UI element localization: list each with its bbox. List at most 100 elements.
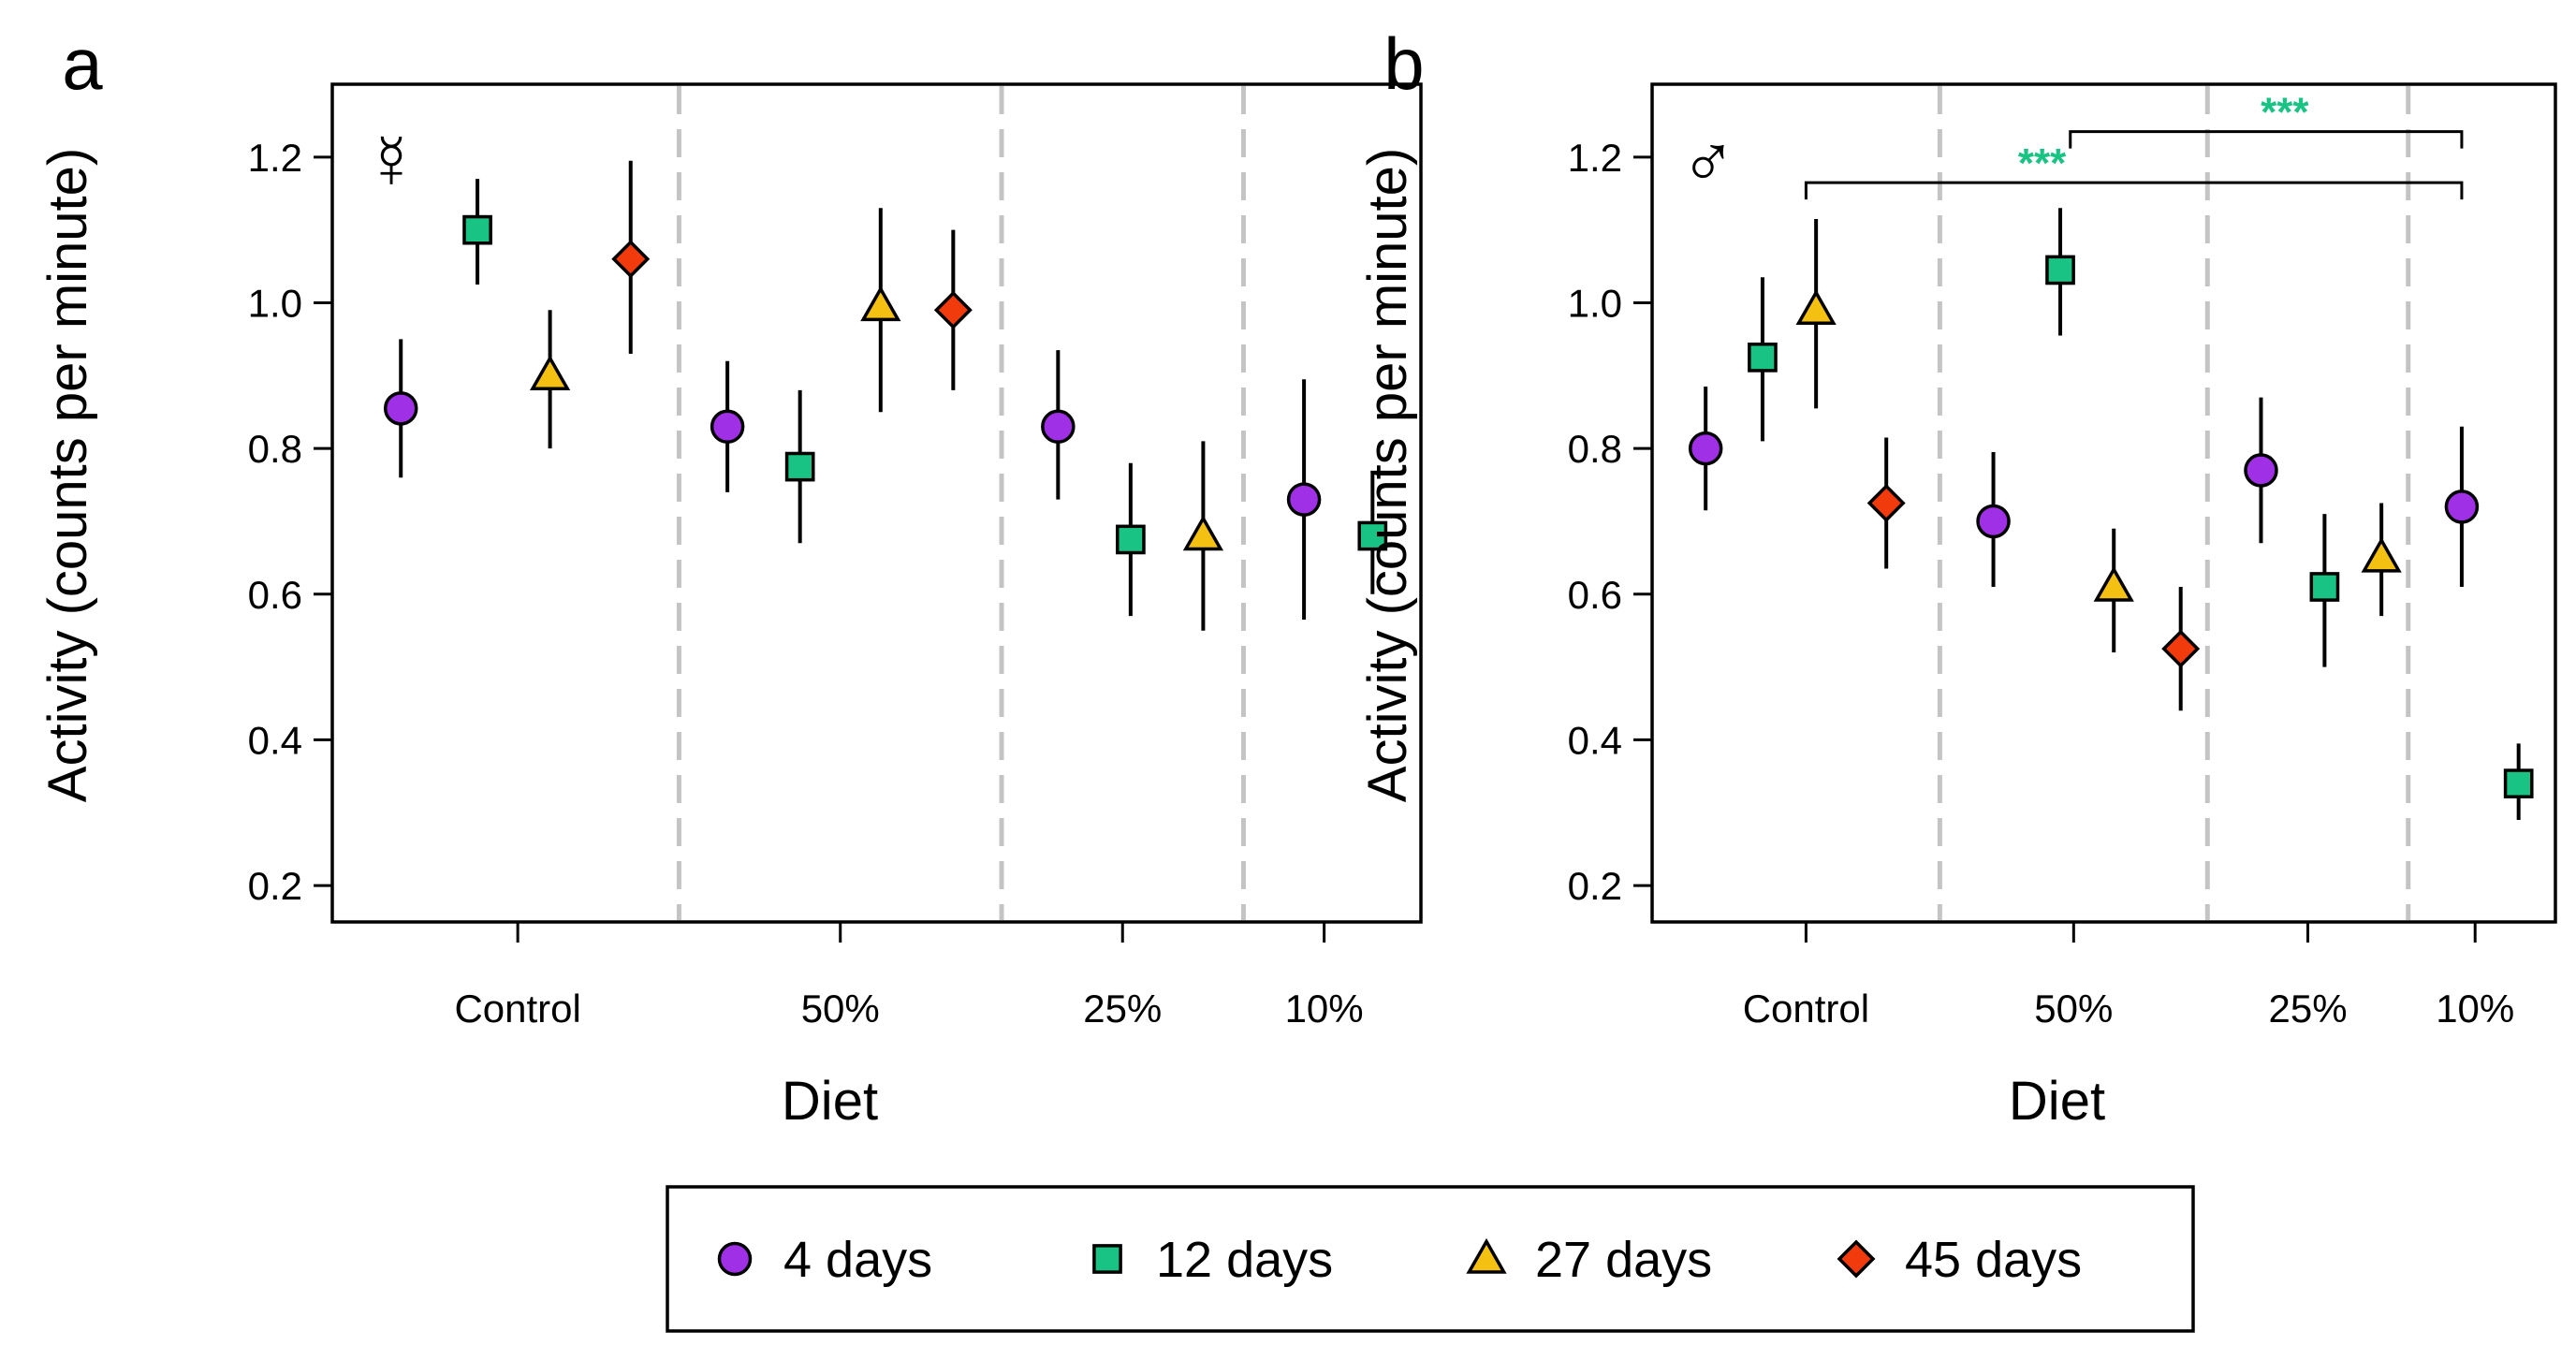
bracket-line: [2069, 130, 2464, 149]
plot-frame: [1650, 82, 2557, 924]
circle-marker: [1976, 504, 2011, 539]
data-point-27-days: [1795, 218, 1837, 409]
square-marker: [462, 214, 492, 245]
data-point-4-days: [2244, 397, 2278, 544]
data-point-45-days: [1866, 437, 1906, 569]
data-point-45-days: [2161, 587, 2201, 711]
circle-marker: [710, 409, 745, 445]
y-tick-label: 0.8: [1568, 427, 1622, 471]
x-tick-label: 10%: [1285, 987, 1364, 1031]
square-legend-icon: [1092, 1244, 1122, 1274]
data-point-4-days: [710, 360, 745, 492]
legend-entry-12-days: 12 days: [1092, 1232, 1333, 1288]
circle-marker: [1286, 482, 1322, 517]
data-point-4-days: [1976, 452, 2011, 587]
data-point-27-days: [2361, 503, 2402, 617]
data-point-12-days: [2045, 208, 2075, 336]
y-tick-label: 0.8: [248, 427, 302, 471]
diamond-marker: [1866, 484, 1906, 522]
data-point-27-days: [1182, 441, 1224, 631]
y-tick-label: 0.2: [248, 864, 302, 908]
hermaphrodite-symbol: ☿: [363, 120, 419, 203]
data-point-27-days: [529, 310, 571, 449]
diamond-marker: [611, 240, 651, 279]
y-tick-label: 1.2: [1568, 136, 1622, 180]
significance-bracket: ***: [1804, 140, 2464, 200]
triangle-marker: [2093, 565, 2134, 602]
data-point-12-days: [1357, 474, 1388, 594]
y-tick-label: 1.0: [248, 281, 302, 325]
y-tick-label: 0.6: [248, 573, 302, 617]
triangle-legend-icon: [1466, 1237, 1507, 1274]
circle-marker: [1041, 409, 1076, 445]
diamond-marker: [2161, 629, 2201, 668]
significance-label: ***: [2261, 90, 2309, 136]
significance-label: ***: [2018, 140, 2067, 186]
square-marker: [2309, 572, 2340, 602]
x-tick-label: Control: [454, 987, 580, 1031]
square-marker: [1116, 524, 1146, 555]
y-tick-label: 0.2: [1568, 864, 1622, 908]
y-tick-label: 0.4: [1568, 718, 1622, 762]
x-tick-label: 50%: [801, 987, 880, 1031]
y-axis-title: Activity (counts per minute): [37, 148, 98, 802]
square-marker: [2503, 768, 2534, 798]
x-axis-title: Diet: [782, 1071, 878, 1132]
panel-letter: b: [1383, 22, 1424, 105]
data-point-4-days: [383, 339, 418, 478]
y-tick-label: 1.2: [248, 136, 302, 180]
x-tick-label: Control: [1743, 987, 1869, 1031]
circle-marker: [2244, 453, 2278, 488]
x-tick-label: 25%: [2268, 987, 2347, 1031]
x-tick-label: 25%: [1083, 987, 1162, 1031]
legend-entry-45-days: 45 days: [1837, 1232, 2082, 1288]
data-point-4-days: [1286, 379, 1322, 621]
legend-entry-27-days: 27 days: [1466, 1232, 1712, 1288]
data-point-4-days: [1688, 386, 1723, 511]
legend-label: 45 days: [1905, 1232, 2082, 1288]
data-point-12-days: [1116, 462, 1146, 617]
data-point-27-days: [860, 208, 901, 413]
circle-marker: [1688, 431, 1723, 466]
data-point-45-days: [611, 160, 651, 354]
plot-frame: [330, 82, 1423, 924]
data-point-12-days: [784, 389, 815, 544]
panel-letter: a: [62, 22, 103, 105]
triangle-marker: [1795, 289, 1837, 325]
square-marker: [2045, 255, 2075, 285]
data-point-12-days: [2309, 514, 2340, 667]
legend-label: 27 days: [1535, 1232, 1712, 1288]
triangle-marker: [2361, 536, 2402, 573]
square-marker: [1357, 520, 1388, 551]
significance-bracket: ***: [2069, 90, 2464, 149]
square-marker: [784, 451, 815, 482]
x-axis-title: Diet: [2009, 1071, 2105, 1132]
data-point-45-days: [933, 229, 973, 390]
data-point-12-days: [1748, 277, 1778, 442]
legend-entry-4-days: 4 days: [717, 1232, 932, 1288]
triangle-marker: [529, 355, 571, 391]
data-point-27-days: [2093, 528, 2134, 653]
diamond-legend-icon: [1837, 1239, 1876, 1279]
legend-label: 12 days: [1156, 1232, 1333, 1288]
x-tick-label: 50%: [2034, 987, 2113, 1031]
y-tick-label: 0.4: [248, 718, 302, 762]
panel-a: a 0.2 0.4 0.6 0.8 1.0 1.2 Control 50% 25% 10% Diet A…: [37, 22, 1423, 1132]
circle-marker: [2444, 490, 2480, 524]
triangle-marker: [860, 285, 901, 322]
data-point-12-days: [2503, 743, 2534, 821]
triangle-marker: [1182, 515, 1224, 551]
y-tick-label: 0.6: [1568, 573, 1622, 617]
data-point-12-days: [462, 179, 492, 285]
legend: 4 days 12 days 27 days 45 days: [666, 1185, 2195, 1333]
data-point-4-days: [1041, 350, 1076, 500]
circle-legend-icon: [717, 1241, 753, 1277]
legend-box: [666, 1185, 2195, 1333]
x-tick-label: 10%: [2436, 987, 2514, 1031]
square-marker: [1748, 342, 1778, 373]
data-point-4-days: [2444, 426, 2480, 587]
panel-b: b 0.2 0.4 0.6 0.8 1.0 1.2 Control 50% 25% 10% Diet A…: [1357, 22, 2557, 1132]
circle-marker: [383, 391, 418, 426]
bracket-line: [1804, 181, 2464, 200]
